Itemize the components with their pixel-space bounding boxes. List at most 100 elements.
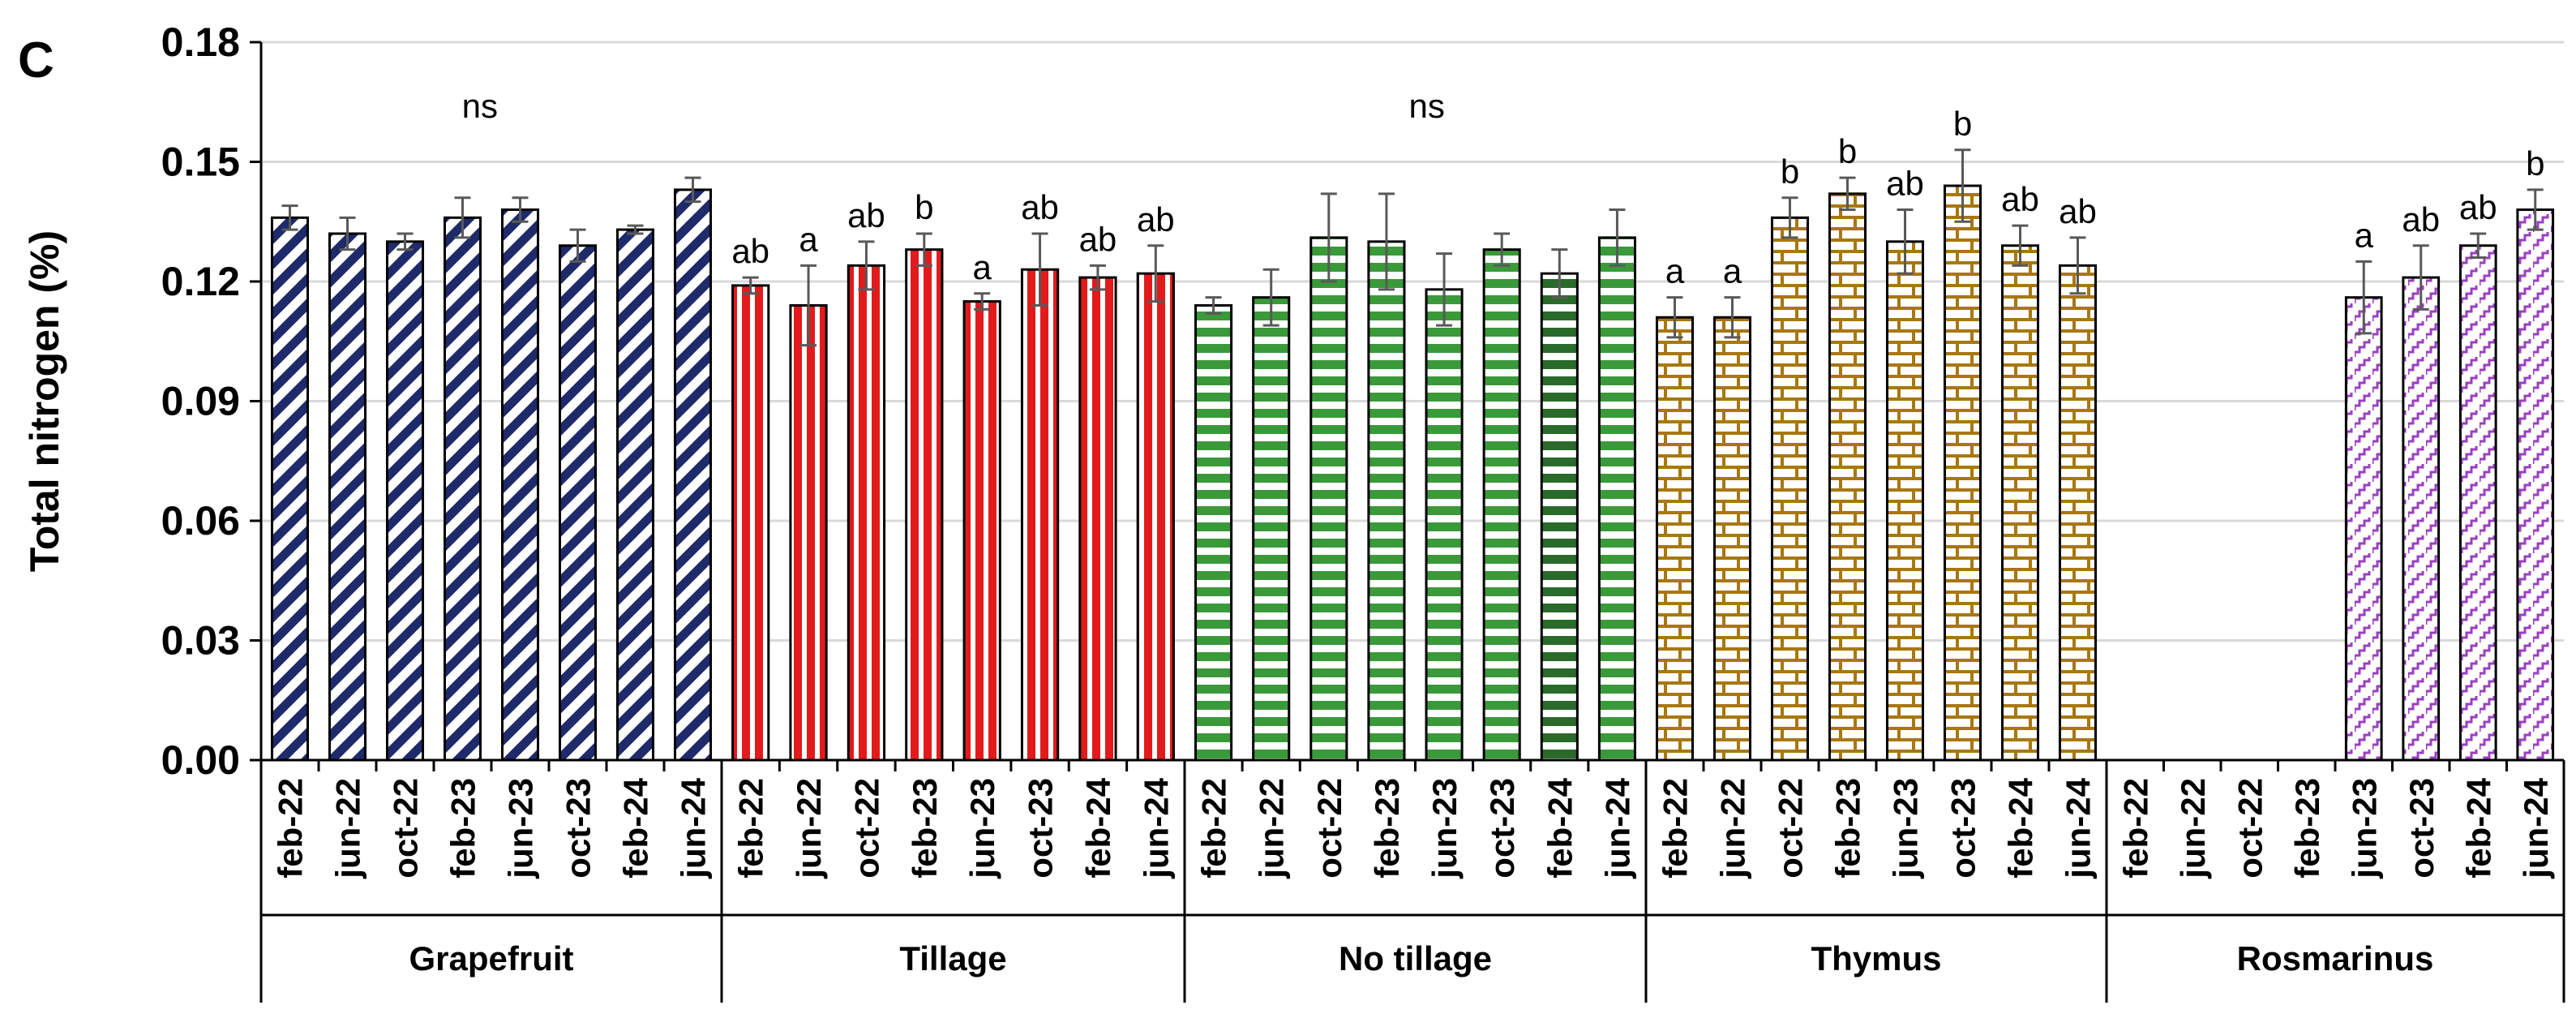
significance-letter: ab <box>731 232 769 270</box>
y-tick-label: 0.15 <box>161 140 240 185</box>
bar <box>789 304 828 762</box>
x-tick-label: feb-22 <box>272 778 310 879</box>
bar <box>1770 216 1810 762</box>
x-tick-label: jun-24 <box>1137 777 1175 879</box>
y-tick-label: 0.18 <box>161 19 240 65</box>
y-tick-label: 0.09 <box>161 379 240 424</box>
bar <box>2516 208 2555 762</box>
bar <box>328 232 367 762</box>
bar <box>1655 316 1695 762</box>
bar <box>2058 264 2098 762</box>
bar <box>731 284 770 762</box>
x-tick-label: feb-24 <box>1541 777 1579 878</box>
significance-letter: ab <box>1079 220 1117 258</box>
x-tick-label: jun-24 <box>1598 777 1636 879</box>
bar <box>1078 276 1117 762</box>
x-tick-label: oct-22 <box>847 778 885 879</box>
x-tick-label: oct-23 <box>559 778 598 879</box>
bar <box>443 216 482 762</box>
bar <box>1885 240 1925 762</box>
significance-letter: ab <box>1886 165 1924 203</box>
x-tick-label: jun-24 <box>2517 777 2555 879</box>
x-tick-label: jun-23 <box>2345 778 2383 879</box>
group-annotation: ns <box>462 87 498 125</box>
bar <box>2000 244 2040 762</box>
x-tick-label: feb-24 <box>2002 777 2040 878</box>
bar <box>1828 192 1867 762</box>
x-tick-label: jun-22 <box>790 778 828 879</box>
y-tick-label: 0.03 <box>161 618 240 664</box>
bar <box>905 248 944 762</box>
bar <box>1597 236 1636 762</box>
group-annotation: ns <box>1409 87 1445 125</box>
significance-letter: b <box>1953 105 1972 143</box>
y-tick-label: 0.00 <box>161 737 240 783</box>
x-tick-label: oct-23 <box>1022 778 1060 879</box>
significance-letter: b <box>1781 153 1799 191</box>
significance-letter: ab <box>1137 200 1175 238</box>
x-tick-label: jun-23 <box>1887 778 1925 879</box>
y-axis-title: Total nitrogen (%) <box>22 230 67 572</box>
x-tick-label: feb-23 <box>2288 778 2326 879</box>
x-tick-label: feb-23 <box>1829 778 1867 879</box>
x-tick-label: jun-22 <box>1253 778 1291 879</box>
bar <box>385 240 425 762</box>
bar <box>1020 268 1060 762</box>
significance-letter: b <box>1838 132 1857 170</box>
x-tick-label: oct-23 <box>1483 778 1521 879</box>
bar <box>270 216 310 762</box>
x-tick-label: jun-23 <box>502 778 540 879</box>
x-tick-label: oct-23 <box>2402 778 2441 879</box>
group-label: Rosmarinus <box>2237 939 2434 977</box>
bar <box>1540 272 1579 762</box>
group-label: Tillage <box>899 939 1006 977</box>
significance-letter: ab <box>2001 180 2039 218</box>
x-tick-label: jun-22 <box>1714 778 1752 879</box>
significance-letter: a <box>1665 252 1685 290</box>
x-tick-label: jun-24 <box>2060 777 2098 879</box>
significance-letter: a <box>2355 216 2374 254</box>
x-tick-label: jun-22 <box>2174 778 2212 879</box>
significance-letter: b <box>2526 144 2544 183</box>
bar <box>2458 244 2497 762</box>
bars <box>270 148 2555 762</box>
bar <box>1425 288 1464 762</box>
significance-letter: ab <box>2459 188 2497 226</box>
significance-letter: b <box>915 188 933 226</box>
group-label: No tillage <box>1339 939 1492 977</box>
x-tick-label: oct-22 <box>2231 778 2269 879</box>
significance-letter: a <box>1723 252 1742 290</box>
x-tick-label: jun-22 <box>329 778 367 879</box>
bar <box>962 300 1001 762</box>
bar <box>1943 184 1982 762</box>
bar <box>500 208 540 762</box>
axes <box>250 41 2565 1003</box>
bar <box>558 244 598 762</box>
x-tick-label: feb-24 <box>617 777 655 878</box>
bar <box>1136 272 1175 762</box>
group-label: Thymus <box>1811 939 1941 977</box>
labels: C Total nitrogen (%) 0.00 0.03 0.06 0.09 0.12 0… <box>18 19 2555 977</box>
significance-letter: ab <box>2059 192 2097 230</box>
group-label: Grapefruit <box>409 939 573 977</box>
bar <box>615 228 655 762</box>
x-tick-label: jun-23 <box>963 778 1001 879</box>
x-tick-label: feb-23 <box>1368 778 1406 879</box>
x-tick-label: feb-22 <box>732 778 770 879</box>
significance-letter: a <box>799 220 818 258</box>
bar <box>1309 236 1348 762</box>
x-tick-label: oct-22 <box>1310 778 1348 879</box>
significance-letter: ab <box>847 196 885 234</box>
bar <box>1252 296 1291 762</box>
bar <box>2344 296 2383 762</box>
x-tick-label: oct-22 <box>1772 778 1810 879</box>
bar <box>1482 248 1521 762</box>
x-tick-label: feb-24 <box>1079 777 1117 878</box>
x-tick-label: jun-23 <box>1425 778 1464 879</box>
x-tick-label: feb-22 <box>1657 778 1695 879</box>
significance-letter: a <box>973 248 992 286</box>
x-tick-label: feb-23 <box>906 778 944 879</box>
y-tick-label: 0.06 <box>161 498 240 544</box>
panel-letter: C <box>18 32 54 88</box>
